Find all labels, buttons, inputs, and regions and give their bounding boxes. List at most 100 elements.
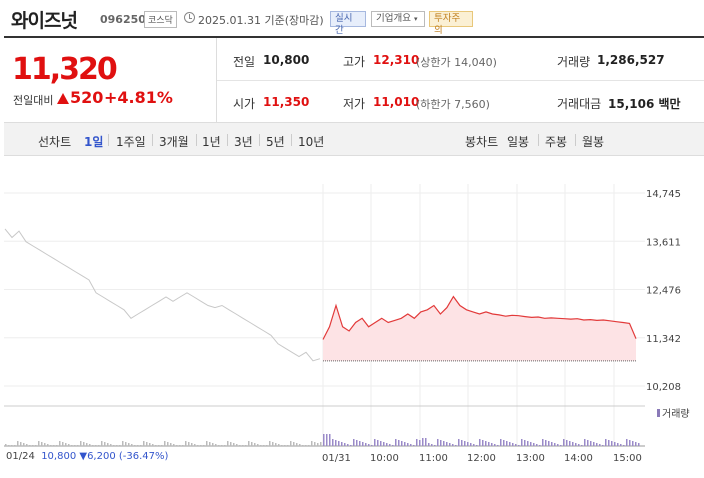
volume-bar — [503, 440, 505, 446]
price-summary: 11,320 전일대비 520 +4.81% — [4, 38, 216, 122]
company-overview-button[interactable]: 기업개요 ▾ — [371, 11, 425, 27]
volume-bar — [428, 443, 430, 446]
volume-bar — [440, 440, 442, 446]
period-1w[interactable]: 1주일 — [116, 135, 146, 149]
volume-bar — [338, 441, 340, 446]
volume-bar — [161, 445, 163, 446]
investment-warning-badge[interactable]: 투자주의 — [429, 11, 473, 36]
low-value: 11,010 — [373, 95, 420, 109]
volume-bar — [479, 439, 481, 446]
volume-bar — [173, 444, 175, 446]
volume-bar — [68, 444, 70, 446]
volume-bar — [533, 443, 535, 446]
volume-bar — [584, 439, 586, 446]
volume-bar — [296, 443, 298, 446]
volume-bar — [263, 445, 265, 446]
volume-bar — [272, 442, 274, 446]
volume-bars — [5, 434, 640, 446]
volume-bar — [221, 445, 223, 446]
chart-grid — [4, 184, 645, 446]
volume-bar — [167, 442, 169, 446]
change-label: 전일대비 — [13, 94, 54, 107]
date-text: 2025.01.31 — [198, 14, 261, 27]
x-tick-label: 10:00 — [370, 453, 399, 464]
volume-bar — [320, 442, 322, 446]
period-1d[interactable]: 1일 — [84, 135, 104, 149]
volume-bar — [530, 442, 532, 446]
volume-legend: 거래량 — [662, 408, 690, 420]
open-label: 시가 — [233, 97, 256, 111]
volume-bar — [287, 445, 289, 446]
separator — [538, 134, 539, 146]
volume-bar — [404, 442, 406, 446]
volume-bar — [197, 445, 199, 446]
volume-bar — [308, 445, 310, 446]
price-chart: 14,745 13,611 12,476 11,342 10,208 거래량 01/31… — [4, 184, 690, 464]
volume-bar — [632, 441, 634, 446]
volume-bar — [602, 445, 604, 446]
volume-bar — [497, 445, 499, 446]
volume-bar — [131, 444, 133, 446]
volume-bar — [476, 445, 478, 446]
volume-bar — [353, 439, 355, 446]
realtime-button[interactable]: 실시간 — [330, 11, 366, 36]
volume-bar — [383, 442, 385, 446]
volume-bar — [194, 444, 196, 446]
volume-bar — [236, 444, 238, 446]
volume-bar — [284, 445, 286, 446]
volume-bar — [74, 445, 76, 446]
volume-bar — [473, 444, 475, 446]
volume-bar — [434, 445, 436, 446]
volume-bar — [233, 443, 235, 446]
volume-bar — [206, 441, 208, 446]
current-price: 11,320 — [12, 52, 118, 87]
drop-percent: (-36.47%) — [118, 451, 169, 462]
volume-bar — [569, 441, 571, 446]
volume-bar — [137, 445, 139, 446]
volume-bar — [395, 439, 397, 446]
volume-bar — [158, 445, 160, 446]
period-10y[interactable]: 10년 — [298, 135, 325, 149]
volume-bar — [521, 439, 523, 446]
quote-date: 2025.01.31 기준(장마감) — [198, 12, 324, 28]
volume-bar — [482, 440, 484, 446]
volume-bar — [38, 441, 40, 446]
volume-bar — [110, 444, 112, 446]
volume-bar — [620, 444, 622, 446]
volume-bar — [119, 445, 121, 446]
volume-bar — [209, 442, 211, 446]
period-3m[interactable]: 3개월 — [159, 135, 189, 149]
candle-chart-title: 봉차트 — [465, 135, 499, 149]
volume-bar — [5, 444, 7, 446]
volume-bar — [437, 439, 439, 446]
volume-bar — [362, 442, 364, 446]
volume-bar — [50, 445, 52, 446]
dropdown-arrow-icon: ▾ — [414, 15, 418, 23]
volume-bar — [413, 445, 415, 446]
volume-bar — [140, 445, 142, 446]
volume-bar — [116, 445, 118, 446]
volume-bar — [596, 443, 598, 446]
prev-label: 전일 — [233, 55, 256, 69]
volume-bar — [548, 441, 550, 446]
candle-monthly[interactable]: 월봉 — [582, 135, 605, 149]
company-overview-label: 기업개요 — [376, 13, 411, 24]
basis-text: 기준(장마감) — [264, 14, 324, 27]
market-badge: 코스닥 — [144, 11, 177, 28]
period-3y[interactable]: 3년 — [234, 135, 253, 149]
candle-weekly[interactable]: 주봉 — [545, 135, 568, 149]
volume-bar — [56, 445, 58, 446]
candle-daily[interactable]: 일봉 — [507, 135, 530, 149]
volume-bar — [224, 445, 226, 446]
stock-header: 와이즈넛 096250 코스닥 2025.01.31 기준(장마감) 실시간 기… — [0, 0, 704, 36]
open-value: 11,350 — [263, 95, 310, 109]
chart-footer: 01/24 10,800 ▼6,200 (-36.47%) — [6, 451, 168, 462]
volume-bar — [134, 445, 136, 446]
period-5y[interactable]: 5년 — [266, 135, 285, 149]
volume-bar — [398, 440, 400, 446]
period-1y[interactable]: 1년 — [202, 135, 221, 149]
volume-bar — [365, 443, 367, 446]
volume-bar — [371, 445, 373, 446]
vertical-divider — [216, 38, 217, 122]
volume-bar — [89, 444, 91, 446]
